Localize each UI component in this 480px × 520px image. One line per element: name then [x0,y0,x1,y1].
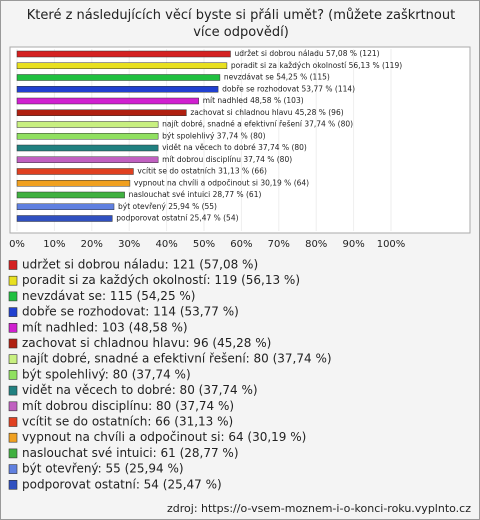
bar-label: naslouchat své intuici 28,77 % (61) [129,190,262,199]
legend-label: být spolehlivý: 80 (37,74 %) [22,367,191,381]
bar [16,191,125,199]
legend-label: vypnout na chvíli a odpočinout si: 64 (3… [22,430,306,444]
legend-swatch [8,338,18,349]
x-tick-label: 90% [342,239,364,250]
bar-label: najít dobré, snadné a efektivní řešení 3… [162,120,353,129]
bar [16,50,231,58]
bar [16,86,219,93]
bar [16,121,159,128]
bar [16,203,115,210]
legend-label: dobře se rozhodovat: 114 (53,77 %) [22,305,239,319]
legend-swatch [8,354,18,365]
x-tick-label: 70% [268,239,290,250]
bar [16,74,221,81]
legend-swatch [8,448,18,459]
x-tick-label: 30% [118,239,140,250]
legend-swatch [8,260,18,270]
x-tick-label: 100% [377,239,406,250]
legend-swatch [8,322,18,333]
x-tick-label: 80% [305,239,327,250]
legend-swatch [8,401,18,412]
legend-swatch [8,432,18,443]
bar-label: poradit si za každých okolností 56,13 % … [231,61,402,70]
x-tick-label: 20% [81,239,103,250]
bar-label: nevzdávat se 54,25 % (115) [224,73,330,82]
x-tick-label: 40% [155,239,177,250]
legend-label: být otevřený: 55 (25,94 %) [22,462,184,476]
legend-label: najít dobré, snadné a efektivní řešení: … [22,352,332,366]
bar-label: dobře se rozhodovat 53,77 % (114) [222,84,355,93]
source: zdroj: https://o-vsem-moznem-i-o-konci-r… [167,502,471,515]
bar-label: vypnout na chvíli a odpočinout si 30,19 … [134,178,309,187]
x-tick-label: 10% [43,239,65,250]
bar [16,97,199,105]
bar-label: mít dobrou disciplínu 37,74 % (80) [162,155,292,164]
bar-label: mít nadhled 48,58 % (103) [203,96,304,105]
legend-label: zachovat si chladnou hlavu: 96 (45,28 %) [22,336,271,350]
bar [16,144,159,152]
legend-label: podporovat ostatní: 54 (25,47 %) [22,477,222,491]
legend-label: vcítit se do ostatních: 66 (31,13 %) [22,415,233,429]
legend-label: vidět na věcech to dobré: 80 (37,74 %) [22,383,258,397]
bar-label: být spolehlivý 37,74 % (80) [162,131,265,140]
x-tick-label: 0% [9,239,25,250]
bar-label: podporovat ostatní 25,47 % (54) [116,214,238,223]
bar [16,109,187,116]
bar [16,215,113,222]
legend-swatch [8,385,18,396]
legend-label: poradit si za každých okolností: 119 (56… [22,273,300,287]
x-tick-label: 50% [193,239,215,250]
bar-label: udržet si dobrou náladu 57,08 % (121) [234,49,379,58]
legend-swatch [8,275,18,286]
bar-label: vcítit se do ostatních 31,13 % (66) [137,167,267,176]
bar-label: být otevřený 25,94 % (55) [118,202,217,211]
legend-swatch [8,291,18,302]
legend-swatch [8,464,18,474]
bar [16,156,159,163]
legend-swatch [8,307,18,317]
chart-title: Které z následujících věcí byste si přál… [26,8,456,40]
legend-swatch [8,417,18,427]
bar [16,168,134,175]
legend-label: udržet si dobrou náladu: 121 (57,08 %) [22,258,258,272]
legend-label: naslouchat své intuici: 61 (28,77 %) [22,446,239,460]
bar [16,180,131,187]
bar-label: vidět na věcech to dobré 37,74 % (80) [162,143,307,152]
bar [16,62,228,69]
x-tick-label: 60% [230,239,252,250]
legend-label: mít dobrou disciplínu: 80 (37,74 %) [22,399,234,413]
bar-label: zachovat si chladnou hlavu 45,28 % (96) [190,108,343,117]
legend-swatch [8,479,18,490]
legend-swatch [8,370,18,380]
legend-label: nevzdávat se: 115 (54,25 %) [22,289,195,303]
legend-label: mít nadhled: 103 (48,58 %) [22,320,188,334]
bar [16,133,159,140]
